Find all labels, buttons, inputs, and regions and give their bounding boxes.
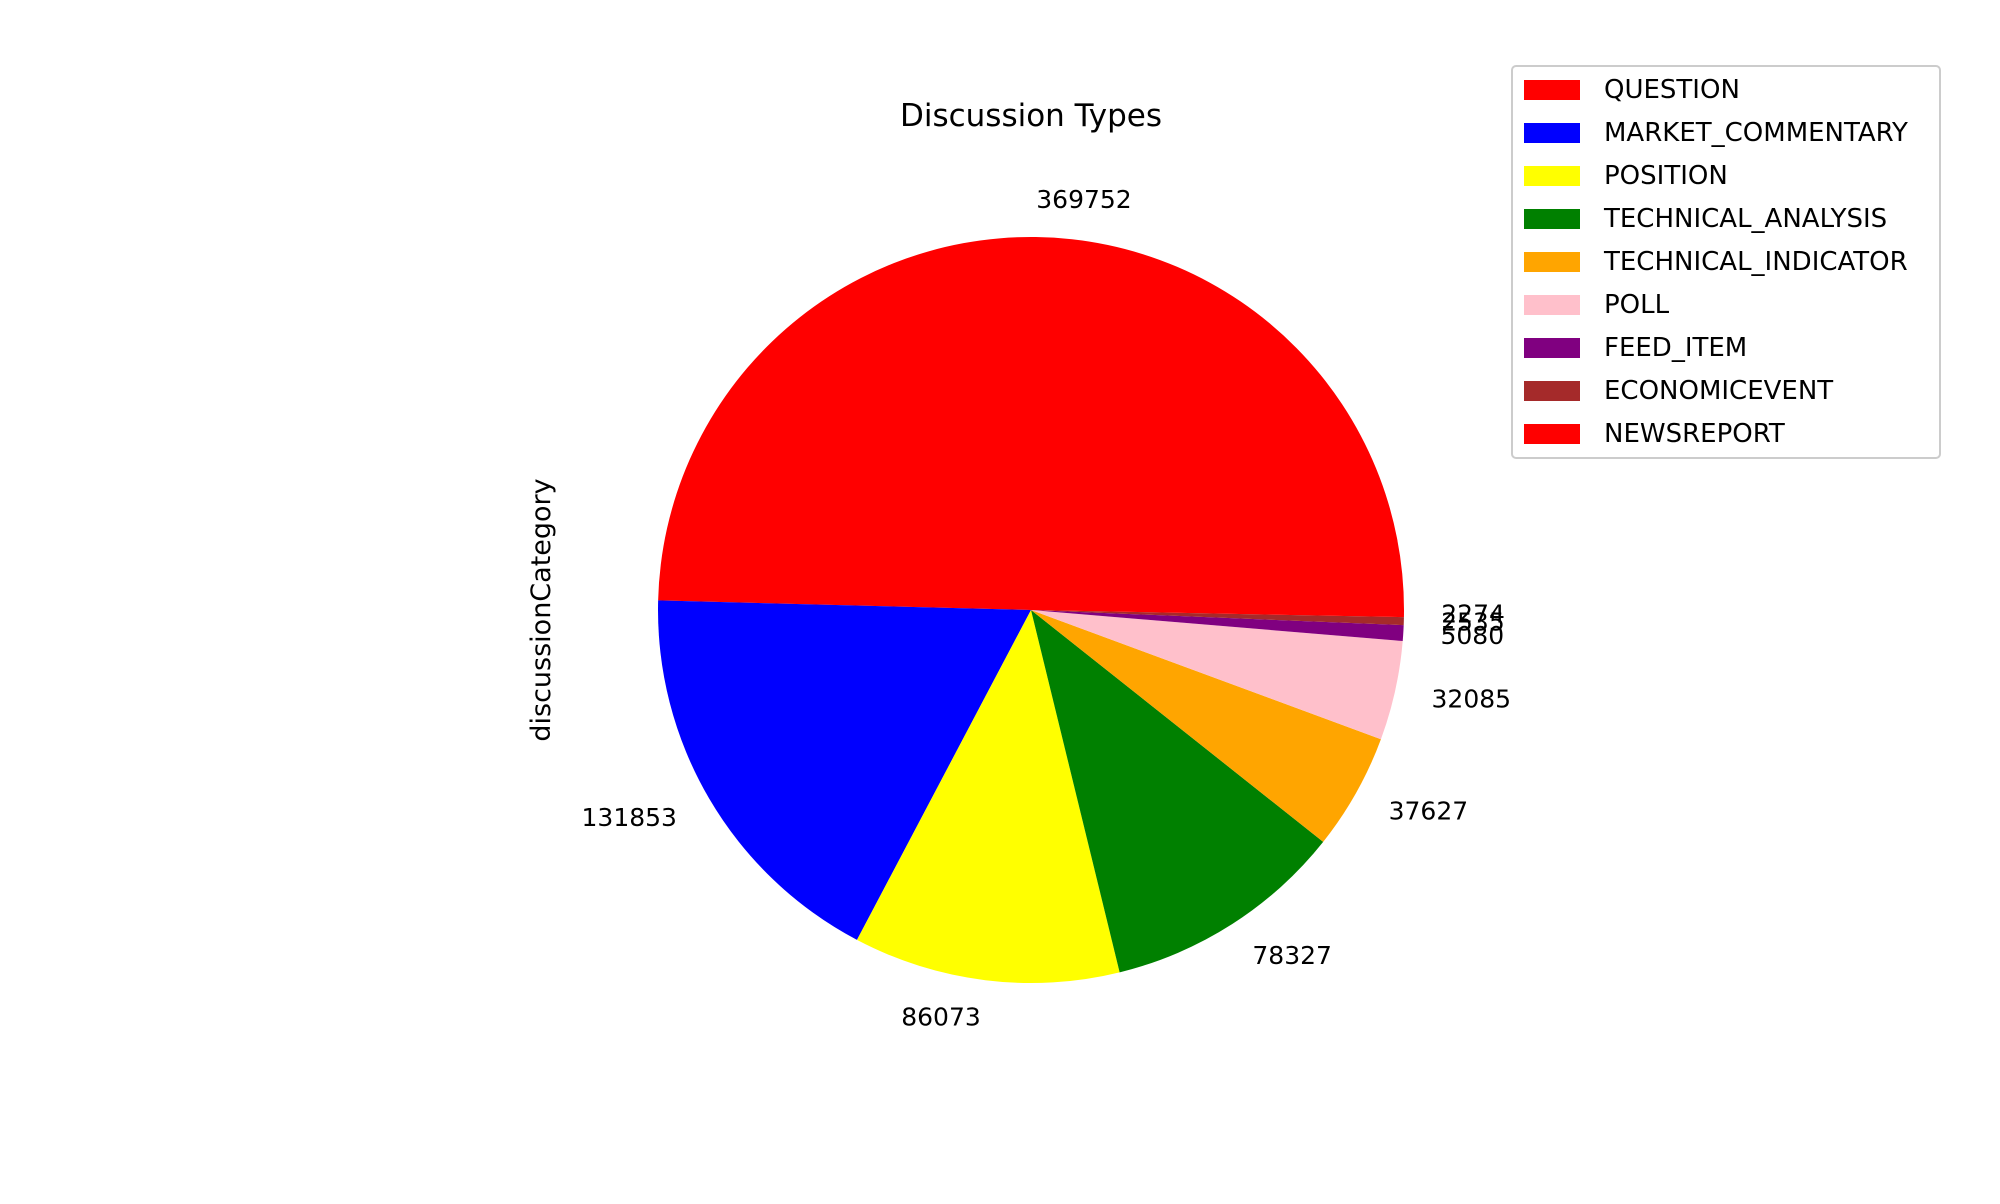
legend-swatch-technical-analysis — [1524, 209, 1580, 229]
slice-value-label-market-commentary: 131853 — [582, 803, 677, 832]
legend-swatch-economicevent — [1524, 381, 1580, 401]
legend-label-feed-item: FEED_ITEM — [1604, 333, 1747, 363]
chart-title: Discussion Types — [900, 98, 1162, 134]
legend-swatch-technical-indicator — [1524, 252, 1580, 272]
pie-slices — [658, 236, 1404, 983]
pie-slice-technical-indicator — [1031, 610, 1381, 842]
legend-swatch-market-commentary — [1524, 123, 1580, 143]
legend-frame — [1511, 65, 1941, 459]
pie-slice-economicevent — [1031, 610, 1404, 626]
legend-label-market-commentary: MARKET_COMMENTARY — [1604, 118, 1908, 148]
legend-swatch-feed-item — [1524, 338, 1580, 358]
legend-label-technical-indicator: TECHNICAL_INDICATOR — [1603, 247, 1908, 277]
slice-value-label-question: 369752 — [1036, 185, 1131, 214]
slice-value-label-economicevent: 2535 — [1441, 608, 1505, 637]
legend-label-position: POSITION — [1604, 161, 1728, 191]
legend-swatch-newsreport — [1524, 424, 1580, 444]
y-axis-label: discussionCategory — [526, 478, 557, 741]
legend: QUESTION MARKET_COMMENTARY POSITION TECHNIC… — [1511, 65, 1941, 459]
pie-slice-newsreport — [1031, 610, 1404, 618]
legend-swatch-position — [1524, 166, 1580, 186]
slice-value-label-technical-indicator: 37627 — [1389, 797, 1469, 826]
slice-value-label-position: 86073 — [901, 1003, 981, 1032]
legend-swatch-poll — [1524, 295, 1580, 315]
slice-value-label-newsreport: 2274 — [1441, 599, 1505, 628]
slice-labels: 369752 131853 86073 78327 37627 32085 50802535… — [582, 185, 1512, 1031]
slice-value-label-feed-item: 5080 — [1441, 621, 1505, 650]
pie-slice-market-commentary — [658, 600, 1031, 940]
legend-label-newsreport: NEWSREPORT — [1604, 419, 1785, 449]
pie-slice-position — [856, 610, 1120, 983]
slice-value-label-poll: 32085 — [1432, 684, 1512, 713]
pie-slice-question — [658, 236, 1404, 610]
legend-label-technical-analysis: TECHNICAL_ANALYSIS — [1603, 204, 1887, 234]
pie-slice-feed-item — [1031, 610, 1404, 642]
pie-slice-technical-analysis — [1031, 610, 1324, 973]
legend-label-question: QUESTION — [1604, 75, 1740, 105]
slice-value-label-technical-analysis: 78327 — [1252, 941, 1332, 970]
legend-label-poll: POLL — [1604, 290, 1670, 320]
pie-slice-poll — [1031, 610, 1403, 740]
legend-swatch-question — [1524, 80, 1580, 100]
legend-label-economicevent: ECONOMICEVENT — [1604, 376, 1833, 406]
